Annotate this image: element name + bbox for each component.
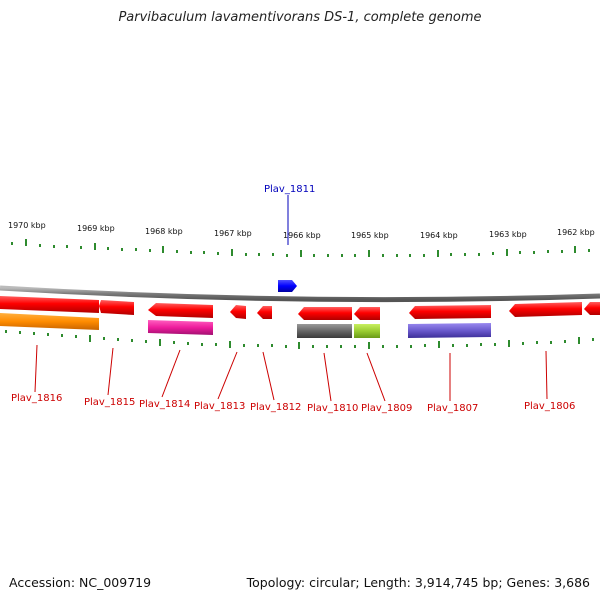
cds-bar-plav-1809[interactable] <box>354 324 380 338</box>
tick-label: 1962 kbp <box>557 228 595 237</box>
tick-label: 1964 kbp <box>420 231 458 240</box>
cds-bar-plav-1810[interactable] <box>297 324 352 338</box>
gene-arrow-plav-1811[interactable] <box>278 280 297 292</box>
gene-arrow-plav-1810[interactable] <box>298 307 352 320</box>
gene-arrow-plav-1813[interactable] <box>230 305 246 319</box>
gene-label-plav-1811[interactable]: Plav_1811 <box>264 184 315 195</box>
gene-label-plav-1815[interactable]: Plav_1815 <box>84 397 135 408</box>
gene-arrow-plav-1816[interactable] <box>0 296 99 313</box>
gene-arrow-plav-1806[interactable] <box>509 302 582 317</box>
cds-bar-plav-1816[interactable] <box>0 313 99 330</box>
gene-arrow-plav-1814[interactable] <box>148 303 213 318</box>
gene-arrow-plav-1809[interactable] <box>354 307 380 320</box>
genome-map: 1970 kbp 1969 kbp 1968 kbp 1967 kbp 1966… <box>0 0 600 600</box>
genome-backbone <box>0 288 600 300</box>
gene-arrow-plav-1807[interactable] <box>409 305 491 319</box>
gene-label-plav-1816[interactable]: Plav_1816 <box>11 393 62 404</box>
scale-labels: 1970 kbp 1969 kbp 1968 kbp 1967 kbp 1966… <box>8 221 595 240</box>
gene-arrow-plav-1812[interactable] <box>257 306 272 319</box>
tick-label: 1963 kbp <box>489 230 527 239</box>
gene-arrow-plav-1815[interactable] <box>99 300 134 315</box>
cds-bar-plav-1814[interactable] <box>148 320 213 335</box>
scale-ticks-top <box>12 239 589 257</box>
gene-label-plav-1806[interactable]: Plav_1806 <box>524 401 575 412</box>
gene-label-plav-1814[interactable]: Plav_1814 <box>139 399 190 410</box>
tick-label: 1965 kbp <box>351 231 389 240</box>
gene-label-plav-1812[interactable]: Plav_1812 <box>250 402 301 413</box>
gene-label-plav-1807[interactable]: Plav_1807 <box>427 403 478 414</box>
accession-text: Accession: NC_009719 <box>9 575 151 590</box>
gene-label-plav-1809[interactable]: Plav_1809 <box>361 403 412 414</box>
topology-text: Topology: circular; Length: 3,914,745 bp… <box>247 575 590 590</box>
cds-bar-plav-1807[interactable] <box>408 323 491 338</box>
tick-label: 1968 kbp <box>145 227 183 236</box>
tick-label: 1966 kbp <box>283 231 321 240</box>
gene-label-plav-1813[interactable]: Plav_1813 <box>194 401 245 412</box>
gene-arrow-partial-right[interactable] <box>584 302 600 315</box>
tick-label: 1967 kbp <box>214 229 252 238</box>
tick-label: 1969 kbp <box>77 224 115 233</box>
tick-label: 1970 kbp <box>8 221 46 230</box>
gene-label-plav-1810[interactable]: Plav_1810 <box>307 403 358 414</box>
